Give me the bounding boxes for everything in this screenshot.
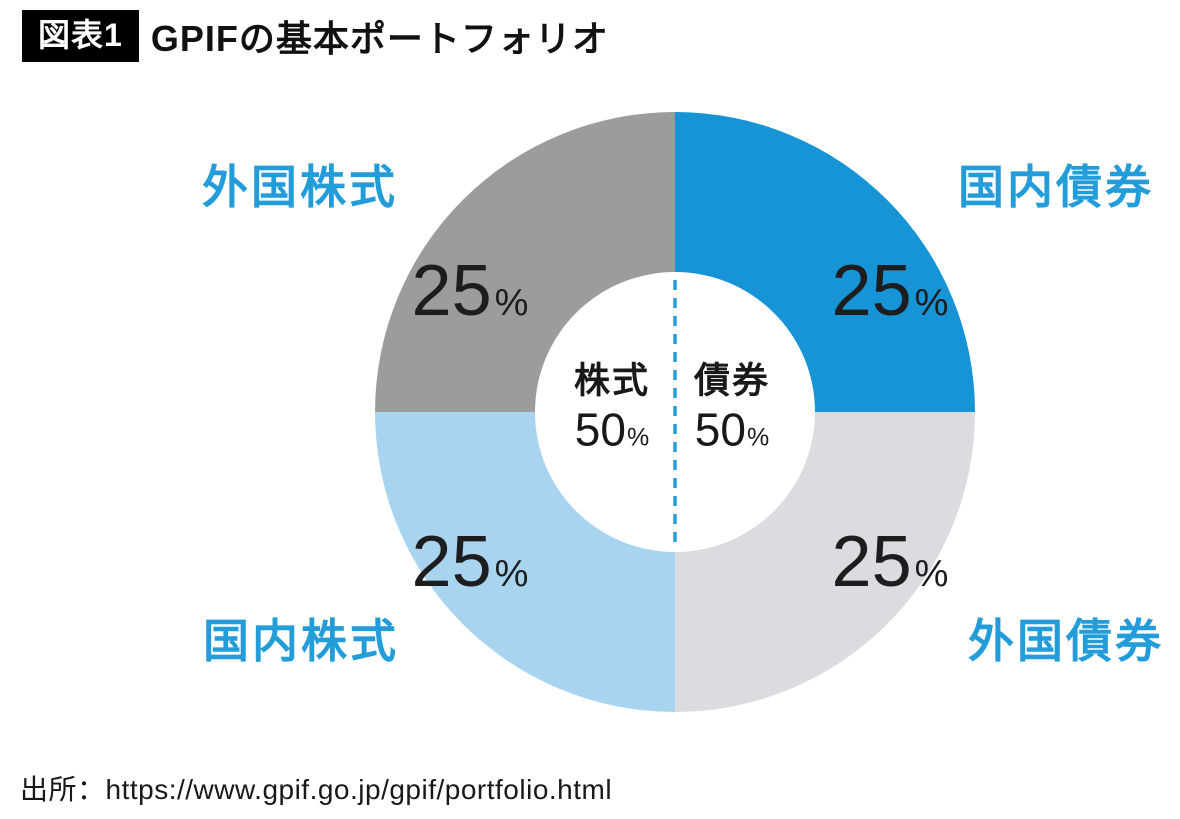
segment-label-foreign-bonds: 外国債券 <box>968 615 1164 667</box>
segment-label-domestic-bonds: 国内債券 <box>958 161 1154 213</box>
figure-number-badge: 図表1 <box>22 10 139 62</box>
donut-segment-foreign-bonds <box>675 412 975 712</box>
donut-segment-domestic-stocks <box>375 412 675 712</box>
percent-sign: % <box>494 282 529 324</box>
segment-value-number: 25 <box>831 251 912 331</box>
center-group-label: 株式 <box>573 359 651 401</box>
percent-sign: % <box>746 423 770 452</box>
donut-chart <box>375 112 975 712</box>
center-group-label: 債券 <box>693 359 771 401</box>
center-group-number: 50 <box>574 403 626 456</box>
center-group-bonds: 債券 50% <box>694 359 770 456</box>
center-group-value: 50% <box>574 404 650 457</box>
percent-sign: % <box>494 553 529 595</box>
donut-segment-foreign-stocks <box>375 112 675 412</box>
source-text: 出所：https://www.gpif.go.jp/gpif/portfolio… <box>20 774 613 805</box>
segment-value-foreign-stocks: 25% <box>412 255 529 327</box>
center-group-number: 50 <box>694 403 746 456</box>
center-group-value: 50% <box>694 404 770 457</box>
segment-label-foreign-stocks: 外国株式 <box>202 161 398 213</box>
segment-value-domestic-stocks: 25% <box>412 526 529 598</box>
center-group-stocks: 株式 50% <box>574 359 650 456</box>
figure-header: 図表1 GPIFの基本ポートフォリオ <box>22 10 609 62</box>
percent-sign: % <box>914 282 949 324</box>
donut-segment-domestic-bonds <box>675 112 975 412</box>
segment-value-number: 25 <box>411 251 492 331</box>
percent-sign: % <box>626 423 650 452</box>
figure-title: GPIFの基本ポートフォリオ <box>150 18 609 59</box>
segment-value-domestic-bonds: 25% <box>832 255 949 327</box>
segment-label-domestic-stocks: 国内株式 <box>203 615 399 667</box>
segment-value-number: 25 <box>411 522 492 602</box>
segment-value-number: 25 <box>831 522 912 602</box>
percent-sign: % <box>914 553 949 595</box>
segment-value-foreign-bonds: 25% <box>832 526 949 598</box>
